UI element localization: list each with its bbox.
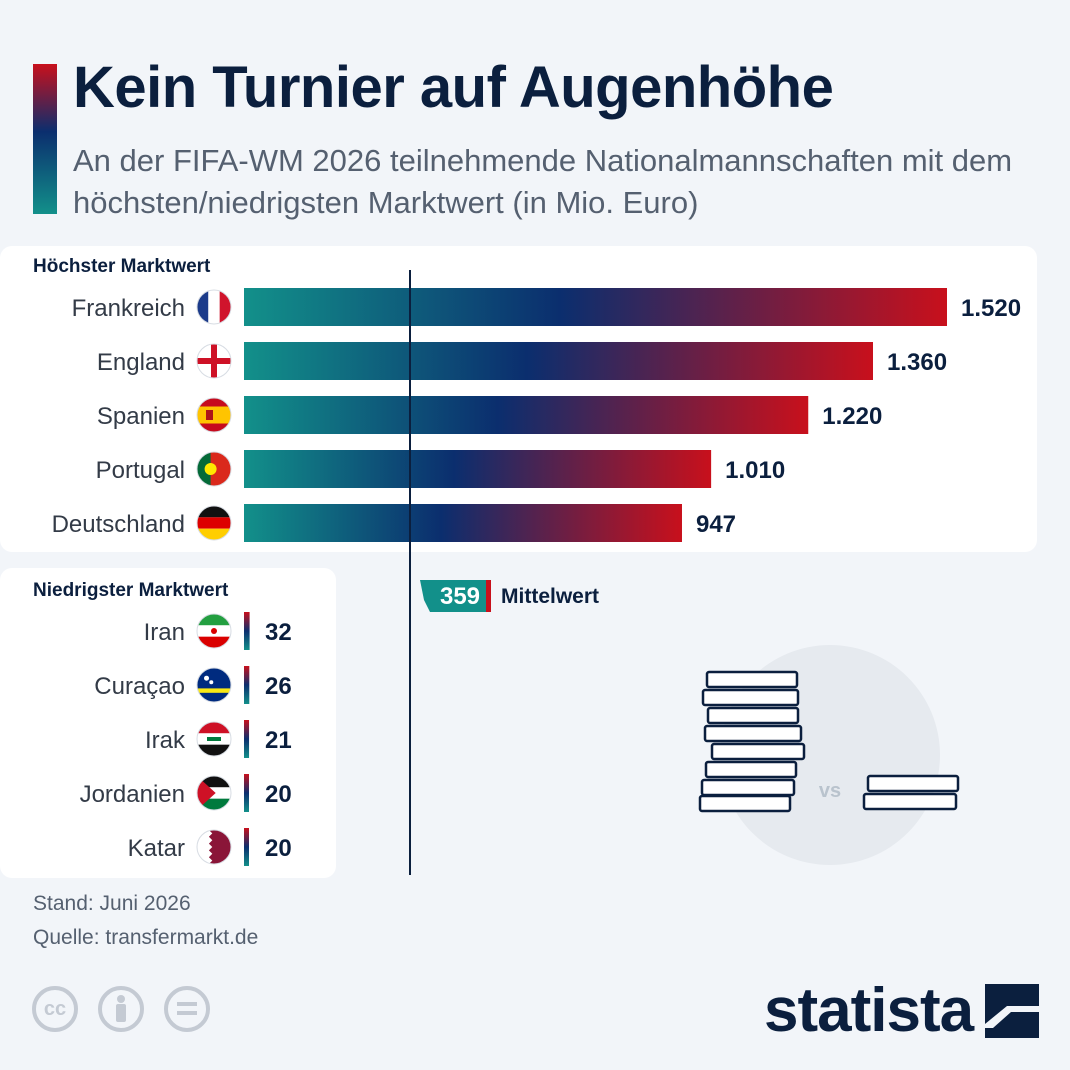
footer-stand: Stand: Juni 2026 (33, 892, 191, 915)
bar-irak (244, 720, 250, 758)
value-label-jordanien: 20 (265, 781, 292, 808)
bar-jordanien (244, 774, 249, 812)
category-label-curacao: Curaçao (94, 673, 185, 700)
bottom-values-panel (0, 568, 336, 878)
flag-england-icon (196, 343, 232, 379)
category-label-iran: Iran (144, 619, 185, 646)
flag-germany-icon (196, 505, 232, 541)
coin-stacks-icon: vs (698, 645, 960, 865)
value-label-portugal: 1.010 (725, 457, 785, 484)
flag-spain-icon (196, 397, 232, 433)
bar-deutschland (244, 504, 682, 542)
value-label-spanien: 1.220 (822, 403, 882, 430)
category-label-frankreich: Frankreich (72, 295, 185, 322)
value-label-england: 1.360 (887, 349, 947, 376)
value-label-irak: 21 (265, 727, 292, 754)
value-label-katar: 20 (265, 835, 292, 862)
mean-badge: 359 Mittelwert (420, 580, 599, 612)
value-label-deutschland: 947 (696, 511, 736, 538)
category-label-deutschland: Deutschland (52, 511, 185, 538)
vs-label: vs (819, 780, 841, 802)
flag-france-icon (196, 289, 232, 325)
value-label-iran: 32 (265, 619, 292, 646)
bar-england (244, 342, 873, 380)
flag-iran-icon (196, 613, 232, 649)
chart-subtitle: An der FIFA-WM 2026 teilnehmende Nationa… (73, 143, 1013, 220)
category-label-irak: Irak (145, 727, 186, 754)
mean-label: Mittelwert (501, 585, 599, 608)
title-accent-bar (33, 64, 57, 214)
category-label-spanien: Spanien (97, 403, 185, 430)
category-label-katar: Katar (128, 835, 185, 862)
bar-frankreich (244, 288, 947, 326)
footer-source: Quelle: transfermarkt.de (33, 926, 259, 949)
mean-value: 359 (440, 583, 480, 610)
category-label-portugal: Portugal (96, 457, 185, 484)
section-label-highest: Höchster Marktwert (33, 256, 211, 277)
flag-portugal-icon (196, 451, 232, 487)
section-label-lowest: Niedrigster Marktwert (33, 580, 229, 601)
bar-spanien (244, 396, 809, 434)
flag-curacao-icon (196, 667, 232, 703)
statista-logo-text[interactable]: statista (764, 976, 974, 1045)
value-label-curacao: 26 (265, 673, 292, 700)
flag-jordan-icon (196, 775, 232, 811)
flag-iraq-icon (196, 721, 232, 757)
statista-logo-icon[interactable] (985, 984, 1039, 1038)
chart-title: Kein Turnier auf Augenhöhe (73, 55, 834, 120)
bar-iran (244, 612, 250, 650)
bar-katar (244, 828, 249, 866)
no-derivatives-icon[interactable] (164, 986, 210, 1032)
cc-icon[interactable]: cc (32, 986, 78, 1032)
attribution-icon[interactable] (98, 986, 144, 1032)
category-label-england: England (97, 349, 185, 376)
bar-portugal (244, 450, 712, 488)
value-label-frankreich: 1.520 (961, 295, 1021, 322)
bar-curacao (244, 666, 250, 704)
category-label-jordanien: Jordanien (80, 781, 185, 808)
flag-qatar-icon (196, 829, 232, 865)
